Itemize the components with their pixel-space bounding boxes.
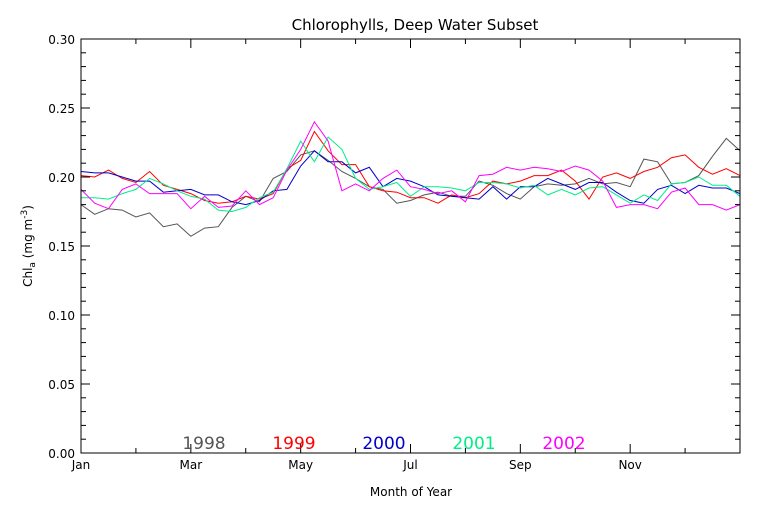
y-axis: 0.00 0.05 0.10 0.15 0.20 0.25 0.30 <box>48 33 740 461</box>
legend-label-2002: 2002 <box>542 434 585 454</box>
y-tick-label: 0.00 <box>48 447 75 461</box>
y-tick-label: 0.05 <box>48 378 75 392</box>
y-axis-title-main: Chl <box>21 268 35 287</box>
legend-label-2000: 2000 <box>362 434 405 454</box>
y-tick-label: 0.15 <box>48 240 75 254</box>
legend-label-1998: 1998 <box>182 434 225 454</box>
x-tick-label: Sep <box>509 458 532 472</box>
y-tick-label: 0.25 <box>48 102 75 116</box>
legend-label-2001: 2001 <box>452 434 495 454</box>
series-line-2000 <box>80 150 741 206</box>
series-line-2002 <box>80 120 741 211</box>
y-axis-title-subscript: a <box>28 262 38 268</box>
series-line-1998 <box>80 137 741 237</box>
y-axis-title: Chla (mg m-3) <box>20 205 38 287</box>
y-tick-label: 0.10 <box>48 309 75 323</box>
x-tick-label: Jan <box>71 458 91 472</box>
y-axis-title-superscript: -3 <box>20 210 30 219</box>
x-tick-label: May <box>288 458 313 472</box>
chart-title: Chlorophylls, Deep Water Subset <box>292 16 539 34</box>
x-tick-label: Nov <box>618 458 641 472</box>
y-tick-label: 0.20 <box>48 171 75 185</box>
x-tick-label: Mar <box>180 458 203 472</box>
x-axis-title: Month of Year <box>370 485 452 499</box>
plot-frame <box>80 38 741 454</box>
series-line-2001 <box>81 136 741 213</box>
legend-label-1999: 1999 <box>272 434 315 454</box>
x-tick-label: Jul <box>402 458 417 472</box>
y-axis-title-units: (mg m <box>21 219 35 262</box>
series-line-1999 <box>80 130 741 204</box>
y-axis-title-close: ) <box>21 205 35 210</box>
series-lines <box>80 120 741 237</box>
y-tick-label: 0.30 <box>48 33 75 47</box>
x-axis: Jan Mar May Jul Sep Nov <box>71 39 686 472</box>
legend: 1998 1999 2000 2001 2002 <box>182 434 585 454</box>
